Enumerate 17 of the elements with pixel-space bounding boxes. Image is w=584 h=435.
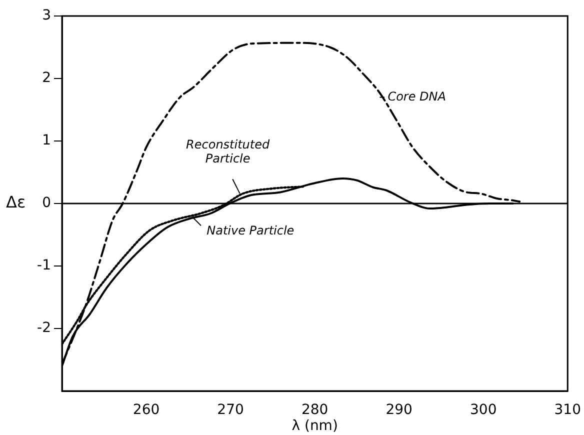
x-tick-label: 270 bbox=[217, 402, 244, 418]
x-axis-title: λ (nm) bbox=[292, 418, 338, 434]
y-axis-title: Δε bbox=[6, 192, 26, 212]
annotation: Core DNA bbox=[388, 89, 446, 104]
x-tick-label: 300 bbox=[470, 402, 497, 418]
y-tick-label: -1 bbox=[37, 258, 51, 274]
x-tick-label: 310 bbox=[554, 402, 582, 418]
annotation: Reconstituted Particle bbox=[186, 138, 270, 166]
y-tick-label: -2 bbox=[37, 320, 51, 336]
x-tick-label: 290 bbox=[386, 402, 412, 418]
y-tick-label: 1 bbox=[42, 132, 51, 149]
y-tick-label: 2 bbox=[42, 70, 51, 86]
x-tick-label: 260 bbox=[132, 402, 160, 418]
y-tick-label: 3 bbox=[42, 8, 51, 24]
x-tick-label: 280 bbox=[301, 402, 328, 418]
y-tick-label: 0 bbox=[42, 195, 51, 212]
annotation: Native Particle bbox=[206, 223, 294, 238]
